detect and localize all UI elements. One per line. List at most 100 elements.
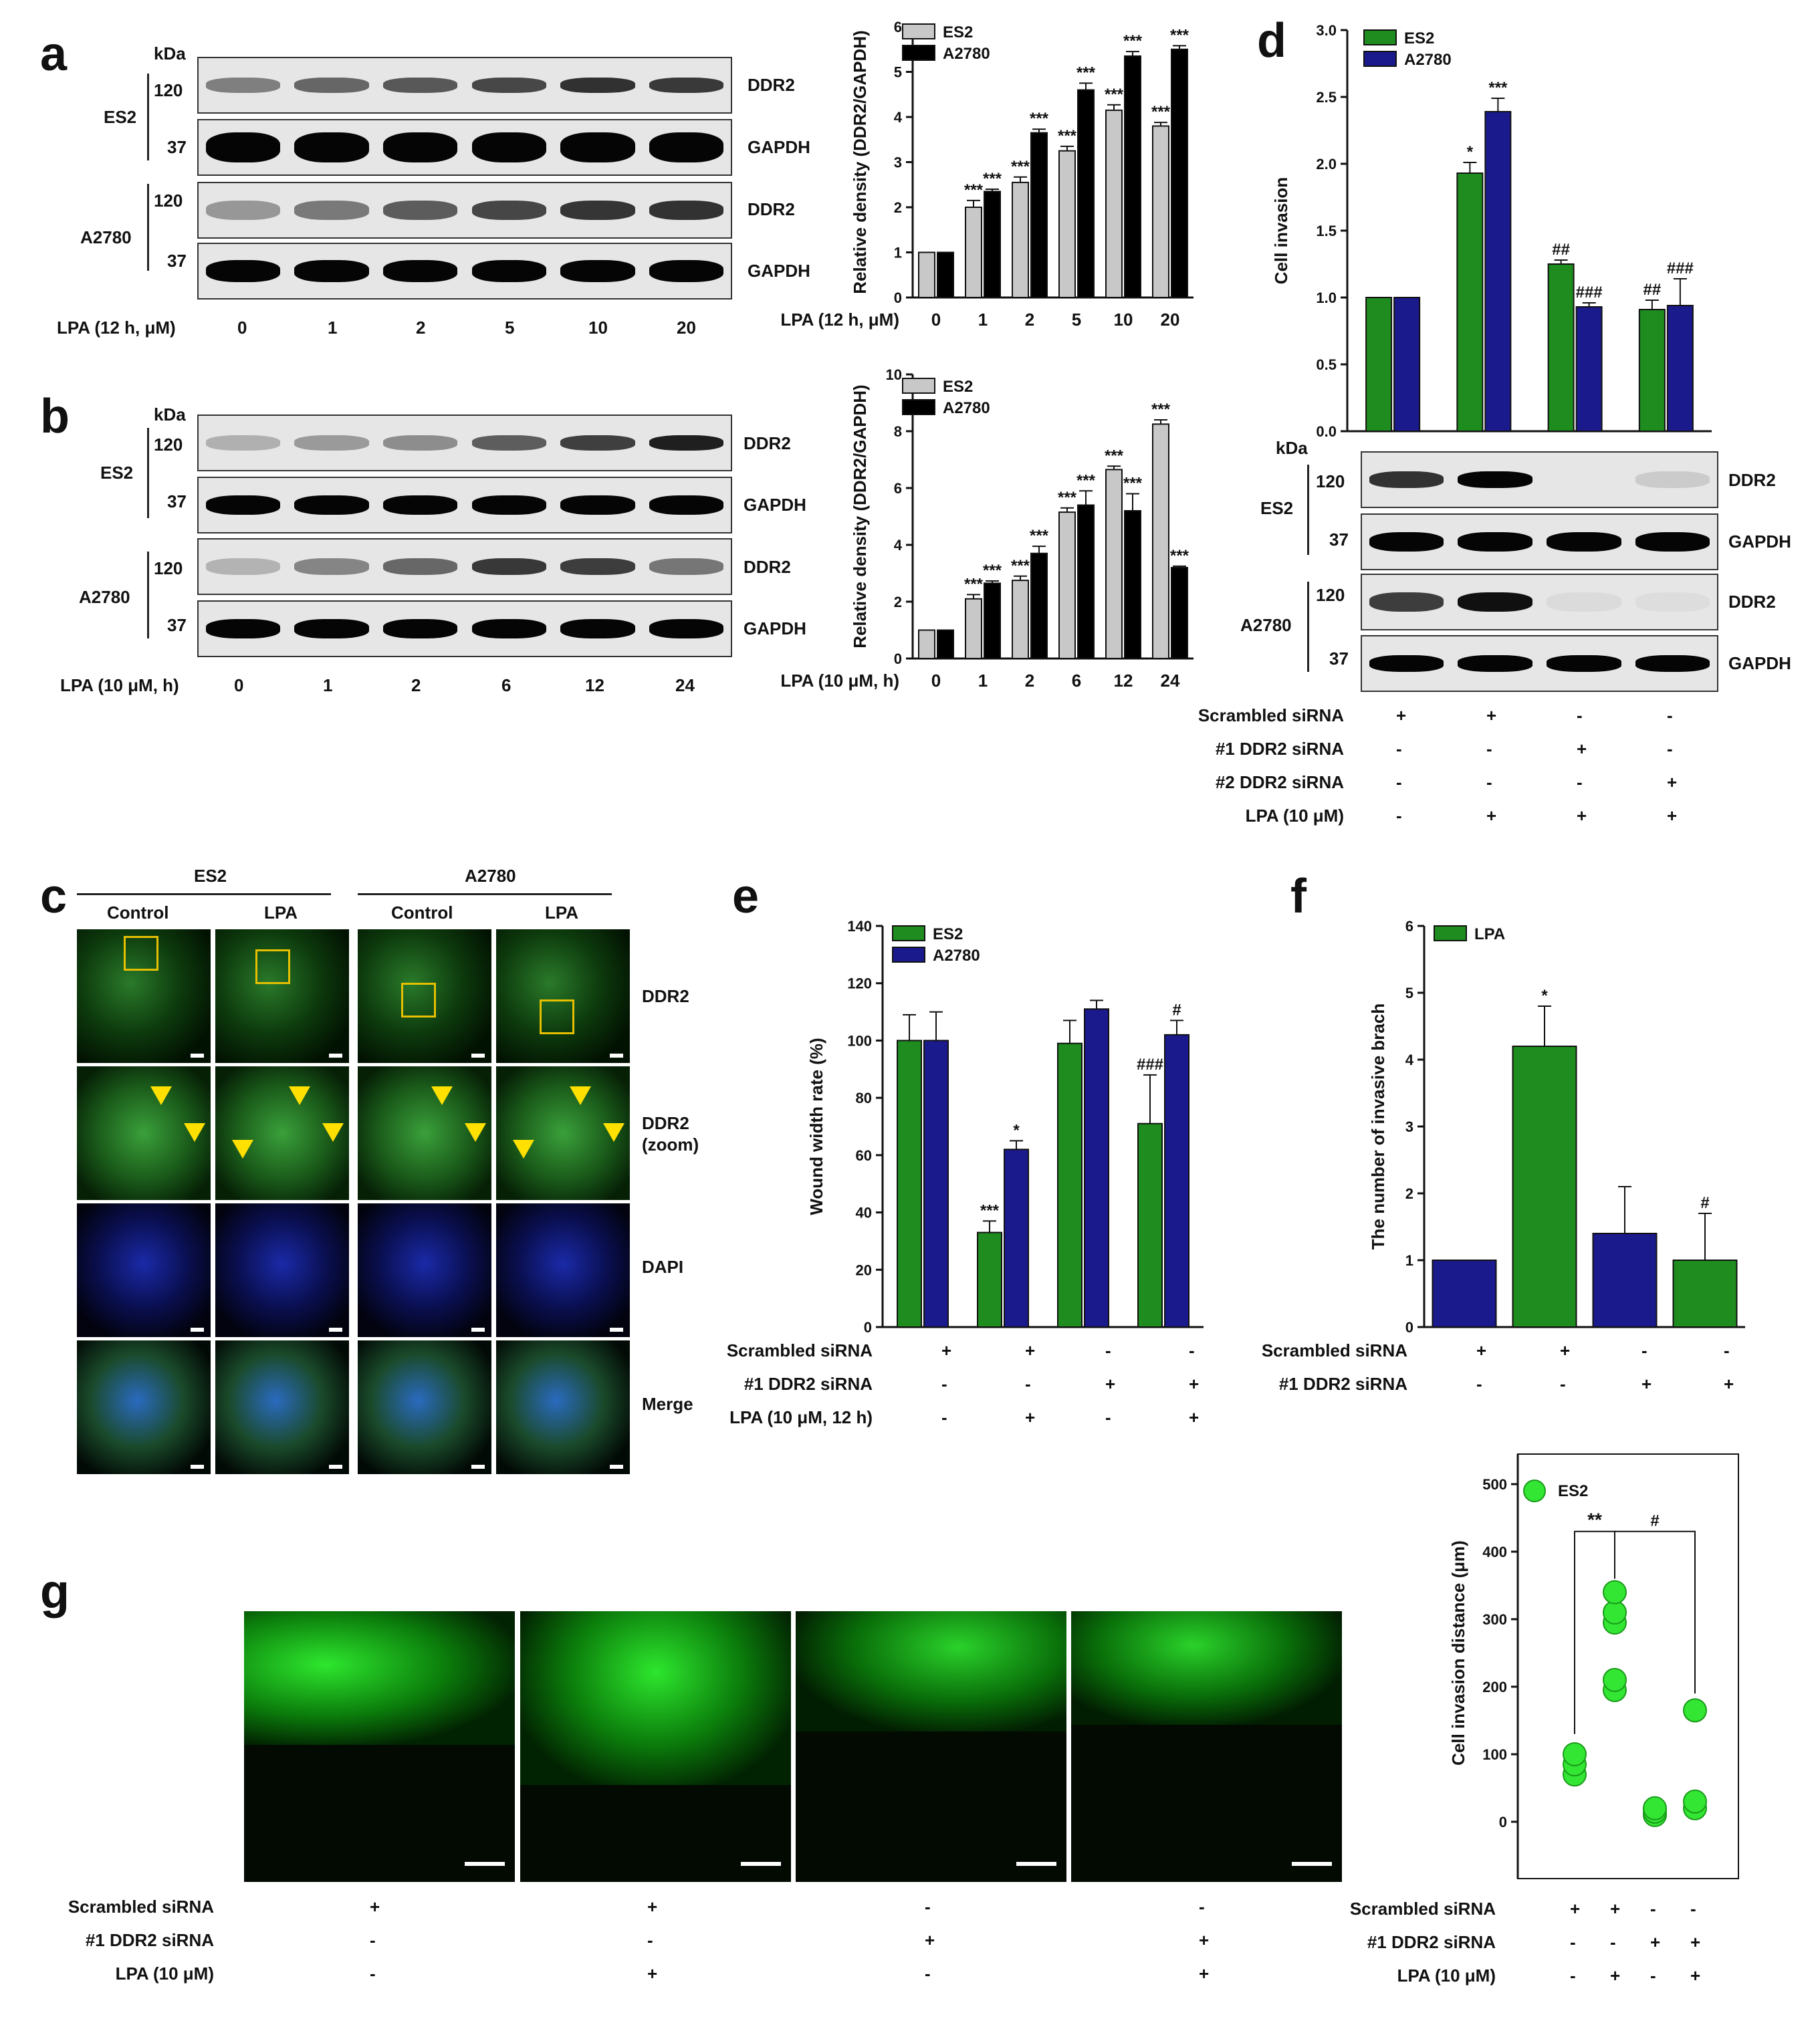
x-tick-label: 12 — [1114, 671, 1133, 691]
arrowhead-icon — [184, 1123, 205, 1142]
micrograph-ddr2-zoom-es2-lpa — [215, 1066, 349, 1200]
significance-label: *** — [1170, 26, 1189, 44]
treatment-sign: + — [1610, 1966, 1621, 1986]
treatment-sign: - — [1577, 772, 1583, 792]
treatment-sign: - — [1690, 1899, 1696, 1919]
arrowhead-icon — [150, 1086, 172, 1105]
bar — [1030, 552, 1048, 659]
micrograph-ddr2-es2-lpa — [215, 929, 349, 1063]
blot-band — [1458, 655, 1532, 672]
blot-band — [560, 132, 635, 162]
blot-label-gapdh: GAPDH — [1728, 531, 1791, 552]
blot-band — [294, 78, 369, 93]
significance-label: *** — [1170, 547, 1189, 565]
significance-label: * — [1541, 987, 1548, 1005]
y-tick-label: 400 — [1482, 1544, 1507, 1560]
blot-band — [205, 201, 281, 220]
blot-band — [1369, 592, 1444, 612]
kda-label: kDa — [154, 404, 186, 425]
treatment-sign: + — [1199, 1964, 1210, 1984]
bar — [984, 191, 1001, 298]
blot-label-gapdh: GAPDH — [744, 495, 806, 515]
y-tick-label: 0.0 — [1316, 423, 1337, 440]
blot-b-a2780-gapdh — [197, 600, 732, 657]
treatment-sign: + — [1486, 705, 1497, 725]
data-point — [1603, 1580, 1627, 1604]
bar — [1512, 1046, 1577, 1328]
treatment-label: Scrambled siRNA — [726, 1340, 873, 1360]
blot-band — [382, 78, 458, 93]
arrowhead-icon — [603, 1123, 624, 1142]
bar — [1124, 510, 1141, 659]
arrowhead-icon — [289, 1086, 310, 1105]
col-label-lpa: LPA — [545, 903, 579, 923]
legend-swatch — [902, 23, 935, 39]
arrowhead-icon — [513, 1140, 534, 1159]
lane-label: 2 — [416, 318, 426, 338]
bar — [1058, 150, 1076, 298]
blot-band — [1458, 532, 1532, 552]
legend-swatch — [902, 45, 935, 61]
treatment-sign: + — [1025, 1340, 1036, 1360]
blot-band — [649, 260, 724, 282]
blot-b-xlabel: LPA (10 μM, h) — [60, 675, 179, 695]
y-tick-label: 6 — [1405, 918, 1413, 935]
micrograph-ddr2-zoom-a2780-control — [358, 1066, 491, 1200]
y-tick-label: 2 — [894, 594, 902, 610]
bar — [1666, 305, 1694, 432]
y-tick-label: 0 — [894, 650, 902, 667]
blot-d-es2-gapdh — [1361, 513, 1718, 570]
x-axis-label: LPA (10 μM, h) — [780, 671, 899, 691]
x-tick-label: 6 — [1072, 671, 1081, 691]
invasion-image-1 — [244, 1611, 515, 1882]
treatment-sign: + — [647, 1964, 658, 1984]
micrograph-dapi-a2780-control — [358, 1203, 491, 1337]
blot-band — [649, 495, 724, 515]
legend-swatch — [1363, 51, 1397, 67]
legend-swatch — [892, 925, 925, 941]
significance-label: *** — [1011, 158, 1030, 176]
y-tick-label: 0 — [864, 1319, 872, 1336]
blot-d-es2-ddr2 — [1361, 451, 1718, 508]
bar — [1124, 55, 1141, 298]
lane-label: 0 — [234, 675, 244, 695]
significance-label: *** — [983, 562, 1002, 580]
bar — [1152, 125, 1169, 298]
treatment-sign: + — [1476, 1340, 1487, 1360]
blot-band — [382, 558, 458, 575]
significance-label: # — [1700, 1194, 1709, 1212]
blot-band — [560, 78, 635, 93]
significance-label: *** — [1123, 32, 1143, 50]
y-tick-label: 0 — [1499, 1814, 1507, 1830]
y-tick-label: 2.0 — [1316, 156, 1337, 172]
y-tick-label: 1.5 — [1316, 223, 1337, 239]
y-axis-label: The number of invasive brach — [1368, 1003, 1388, 1250]
micrograph-ddr2-a2780-control — [358, 929, 491, 1063]
group-label-es2: ES2 — [194, 866, 227, 886]
blot-band — [471, 260, 547, 282]
blot-label-gapdh: GAPDH — [748, 261, 810, 281]
bar — [1592, 1233, 1658, 1328]
micrograph-merge-a2780-lpa — [496, 1340, 630, 1474]
legend-label: ES2 — [943, 378, 973, 396]
treatment-sign: + — [1667, 772, 1678, 792]
blot-label-gapdh: GAPDH — [1728, 653, 1791, 673]
treatment-sign: - — [1650, 1966, 1656, 1986]
legend-label: ES2 — [1404, 29, 1434, 47]
row-label-ddr2-zoom: DDR2 — [642, 1113, 689, 1133]
mw-37: 37 — [167, 615, 187, 635]
panel-label-e: e — [732, 870, 760, 923]
treatment-sign: - — [1667, 739, 1673, 759]
y-tick-label: 2 — [1405, 1185, 1413, 1202]
x-tick-label: 10 — [1114, 310, 1133, 330]
legend-label: A2780 — [943, 399, 990, 417]
significance-label: *** — [964, 181, 984, 199]
y-tick-label: 200 — [1482, 1679, 1507, 1695]
treatment-label: #1 DDR2 siRNA — [1215, 739, 1344, 759]
y-tick-label: 4 — [1405, 1052, 1414, 1068]
lane-label: 1 — [323, 675, 333, 695]
x-tick-label: 1 — [978, 310, 988, 330]
blot-band — [294, 132, 369, 162]
bar — [1105, 109, 1123, 298]
